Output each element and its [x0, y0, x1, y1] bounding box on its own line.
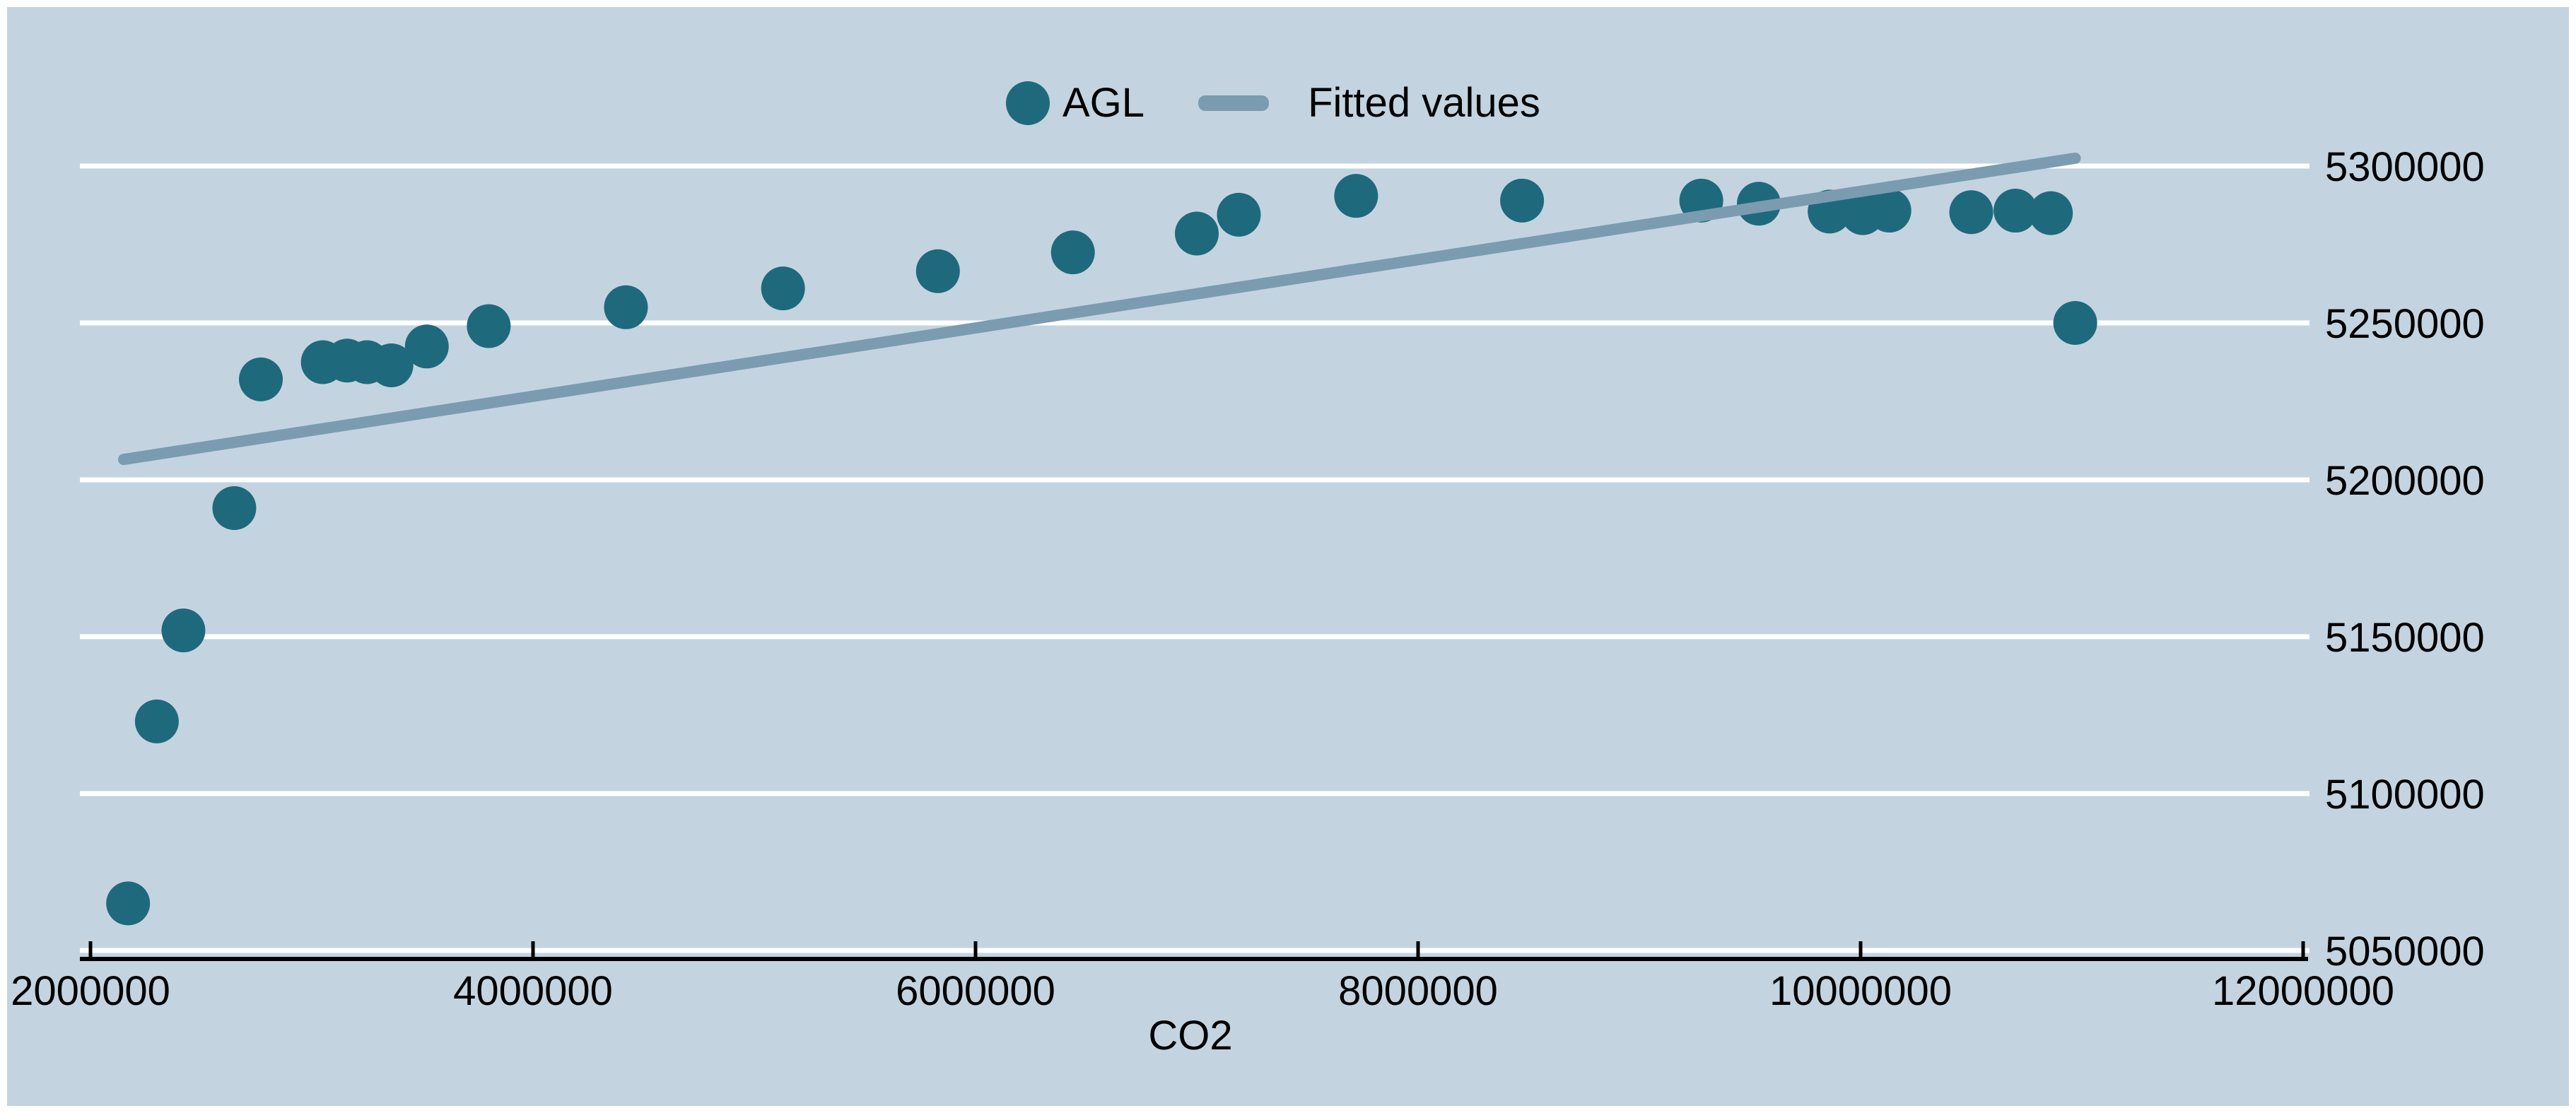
data-point: [2029, 191, 2073, 235]
data-point: [467, 304, 511, 348]
fitted-line: [117, 152, 2081, 466]
legend-label-fitted-values: Fitted values: [1308, 80, 1540, 126]
data-point: [2053, 301, 2097, 345]
data-point: [212, 485, 257, 530]
legend-label-agl: AGL: [1062, 80, 1145, 126]
data-point: [161, 608, 206, 653]
data-point: [604, 285, 648, 329]
legend: AGL Fitted values: [1006, 81, 1540, 125]
x-tick-label: 10000000: [1769, 968, 1952, 1014]
data-point: [106, 881, 151, 926]
data-point: [1949, 190, 1994, 235]
data-point: [369, 343, 414, 387]
data-point: [404, 324, 449, 369]
data-point: [134, 699, 179, 743]
data-point: [1994, 189, 2038, 233]
x-tick-label: 4000000: [453, 968, 613, 1014]
x-tick-label: 2000000: [11, 968, 170, 1014]
agl-marker-icon: [1006, 81, 1050, 125]
data-point: [239, 357, 283, 401]
data-point: [1175, 211, 1219, 256]
fitted-line-swatch-icon: [1198, 95, 1270, 111]
x-tick-label: 6000000: [896, 968, 1055, 1014]
data-point: [1334, 174, 1378, 218]
y-tick-label: 5200000: [2325, 458, 2485, 504]
data-point: [1867, 189, 1911, 233]
y-tick-label: 5050000: [2325, 929, 2485, 974]
y-tick-label: 5300000: [2325, 144, 2485, 190]
x-tick-label: 12000000: [2212, 968, 2394, 1014]
y-tick-label: 5150000: [2325, 615, 2485, 661]
data-point: [915, 249, 960, 293]
data-point: [1050, 230, 1095, 275]
data-point: [761, 266, 805, 311]
y-tick-label: 5250000: [2325, 301, 2485, 347]
x-axis-title: CO2: [1148, 1013, 1233, 1059]
y-tick-label: 5100000: [2325, 772, 2485, 818]
x-tick-label: 8000000: [1338, 968, 1498, 1014]
data-point: [1217, 192, 1261, 237]
data-point: [1500, 178, 1545, 223]
